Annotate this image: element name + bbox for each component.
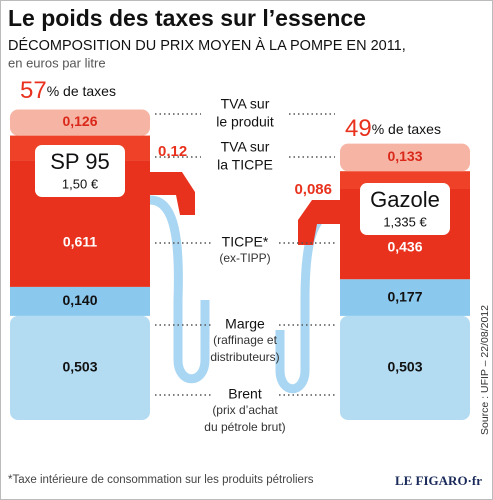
pump-label-box [360,183,450,235]
tax-share-suffix: % de taxes [372,121,441,137]
tax-share: 57% de taxes [20,77,116,104]
bar-segment [340,279,470,316]
value-label: 0,133 [387,148,422,164]
value-label: 0,503 [387,359,422,375]
series-name: le produit [216,114,274,130]
series-name: la TICPE [217,157,273,173]
value-label: 0,140 [62,292,97,308]
series-detail: (raffinage et [213,333,277,347]
series-name: Brent [228,386,262,402]
bar-segment [340,315,470,420]
value-label: 0,611 [63,233,97,249]
brand: LE FIGARO·fr [395,473,482,488]
series-name: Marge [225,316,265,332]
series-detail: distributeurs) [210,350,279,364]
footnote: *Taxe intérieure de consommation sur les… [8,474,314,486]
value-label: 0,436 [387,238,422,254]
value-label: 0,12 [158,143,187,160]
hose [149,195,210,384]
bar-segment [10,315,150,420]
bar-segment [10,109,150,136]
pump-label-box [35,145,125,197]
brand-box [375,470,487,492]
subtitle: DÉCOMPOSITION DU PRIX MOYEN À LA POMPE E… [8,37,406,54]
series-name: TVA sur [221,96,270,112]
total-label: 1,50 € [62,176,99,191]
value-label: 0,503 [62,359,97,375]
category-label: SP 95 [50,149,110,174]
bar-segment [340,143,470,172]
bar-segment [10,286,150,316]
series-name: TICPE* [222,234,269,250]
value-label: 0,086 [294,181,332,198]
nozzle [150,172,195,215]
series-detail: (prix d’achat [212,403,278,417]
title: Le poids des taxes sur l’essence [8,5,366,31]
unit-label: en euros par litre [8,55,106,70]
value-label: 0,126 [62,113,97,129]
source: Source : UFIP – 22/08/2012 [479,305,491,435]
nozzle [298,200,340,245]
series-detail: du pétrole brut) [204,420,285,434]
value-label: 0,177 [387,288,422,304]
total-label: 1,335 € [383,214,427,229]
tax-share-suffix: % de taxes [47,83,116,99]
category-label: Gazole [370,187,440,212]
tax-share-value: 49 [345,115,372,142]
tax-share-value: 57 [20,77,47,104]
series-name: TVA sur [221,139,270,155]
tax-share: 49% de taxes [345,115,441,142]
series-detail: (ex-TIPP) [219,251,270,265]
